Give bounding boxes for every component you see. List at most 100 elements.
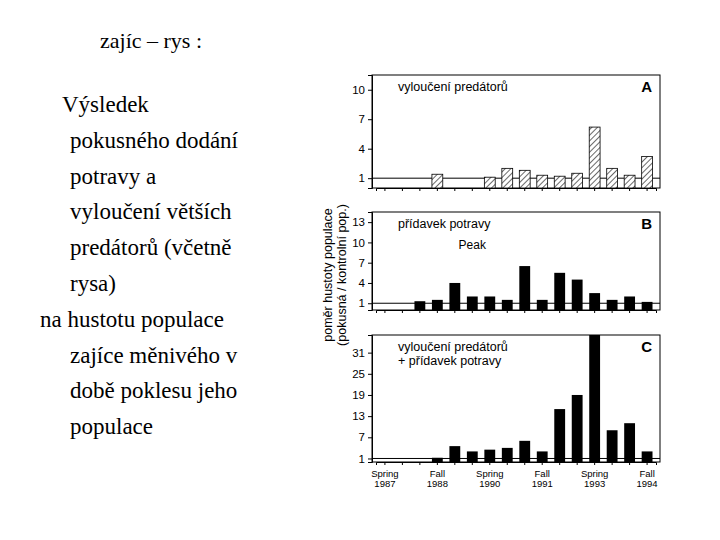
tick-mark	[629, 462, 630, 465]
panel-title: + přídavek potravy	[398, 354, 502, 368]
tick-mark	[542, 188, 543, 191]
tick-mark	[647, 310, 648, 313]
tick	[437, 188, 438, 191]
tick	[384, 310, 385, 313]
tick-mark	[419, 462, 420, 465]
tick-label: 4	[359, 277, 366, 289]
bar	[519, 170, 530, 188]
paragraph-line: predátorů (včetně	[70, 235, 232, 260]
tick	[559, 310, 560, 313]
paragraph-line: populace	[70, 414, 153, 439]
bar	[642, 451, 653, 462]
panel: 1471013přídavek potravyBPeak	[352, 212, 660, 313]
tick-label: 1	[359, 172, 365, 184]
bar	[642, 157, 653, 188]
tick: 1	[359, 297, 372, 309]
paragraph-line: potravy a	[70, 164, 156, 189]
paragraph-line: vyloučení větších	[70, 199, 232, 224]
tick: 4	[359, 143, 372, 155]
tick: 7	[359, 431, 372, 443]
tick	[647, 188, 648, 191]
y-axis: 14710	[352, 76, 372, 189]
paragraph-line: zajíce měnivého v	[70, 343, 238, 368]
tick	[419, 462, 420, 465]
tick-mark	[594, 462, 595, 465]
tick: Fall1994	[637, 462, 658, 489]
panel-label: B	[641, 215, 652, 232]
bar	[572, 280, 583, 310]
bar	[537, 300, 548, 310]
tick	[594, 310, 595, 313]
paragraph-line: na hustotu populace	[40, 307, 224, 332]
tick-mark	[524, 188, 525, 191]
tick-mark	[524, 310, 525, 313]
tick-mark	[524, 462, 525, 465]
tick-mark	[507, 188, 508, 191]
tick-mark	[612, 188, 613, 191]
axis-line	[368, 336, 373, 463]
heading: zajíc – rys :	[100, 28, 202, 53]
x-axis: Spring1987Fall1988Spring1990Fall1991Spri…	[371, 462, 657, 489]
tick-label: Fall1994	[637, 468, 658, 489]
bar	[589, 335, 600, 462]
tick-label: 31	[352, 347, 365, 359]
tick	[629, 462, 630, 465]
tick: Spring1993	[581, 462, 608, 489]
tick-mark	[368, 416, 372, 417]
tick-mark	[419, 310, 420, 313]
tick	[472, 462, 473, 465]
bar	[467, 296, 478, 310]
tick-label: Spring1990	[476, 468, 503, 489]
tick-mark	[384, 188, 385, 191]
bar	[554, 176, 565, 188]
tick	[472, 310, 473, 313]
tick-label: 10	[352, 237, 365, 249]
tick	[472, 188, 473, 191]
tick-label: 1	[359, 453, 365, 465]
bar	[624, 175, 635, 188]
tick-label: Spring1993	[581, 468, 608, 489]
tick	[507, 310, 508, 313]
tick-mark	[647, 188, 648, 191]
tick-mark	[402, 188, 403, 191]
tick-mark	[647, 462, 648, 465]
tick-label: Fall1991	[532, 468, 553, 489]
tick-label: 7	[359, 113, 365, 125]
bar	[414, 301, 425, 310]
bar	[537, 451, 548, 462]
tick-mark	[437, 188, 438, 191]
tick	[612, 462, 613, 465]
tick	[647, 310, 648, 313]
tick-mark	[437, 462, 438, 465]
bar	[449, 283, 460, 310]
tick-mark	[507, 462, 508, 465]
tick-mark	[437, 310, 438, 313]
panel-title: vyloučení predátorů	[398, 80, 508, 94]
panel: 14710vyloučení predátorůA	[352, 75, 660, 191]
tick	[629, 310, 630, 313]
paragraph-line: době poklesu jeho	[70, 378, 237, 403]
bar	[589, 293, 600, 310]
bar	[519, 266, 530, 310]
tick-mark	[612, 310, 613, 313]
tick	[524, 462, 525, 465]
tick: Spring1990	[476, 462, 503, 489]
bar	[484, 296, 495, 310]
tick-label: Fall1988	[427, 468, 448, 489]
tick	[559, 188, 560, 191]
tick-mark	[402, 310, 403, 313]
bars	[414, 266, 652, 310]
tick: 31	[352, 347, 372, 359]
tick	[612, 188, 613, 191]
tick-mark	[489, 462, 490, 465]
tick-mark	[454, 188, 455, 191]
tick-mark	[368, 119, 372, 120]
tick	[629, 188, 630, 191]
bar	[572, 395, 583, 462]
annotation: Peak	[459, 238, 487, 252]
tick-label: 25	[352, 368, 365, 380]
tick-mark	[629, 310, 630, 313]
bar	[432, 174, 443, 188]
tick	[419, 188, 420, 191]
tick-mark	[577, 188, 578, 191]
